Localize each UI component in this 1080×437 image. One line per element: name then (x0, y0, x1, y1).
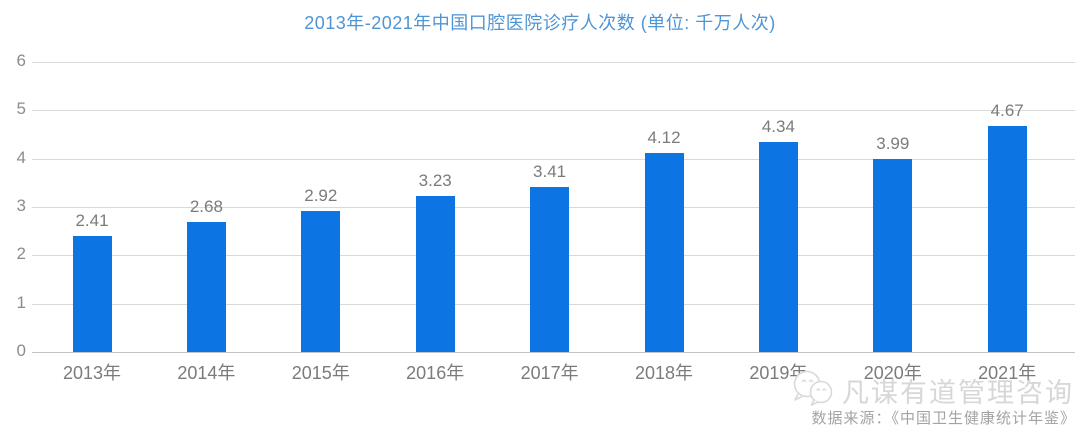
bar (72, 235, 112, 352)
bar-value-label: 2.68 (189, 197, 223, 217)
data-source-text: 数据来源：《中国卫生健康统计年鉴》 (811, 410, 1076, 427)
x-axis-tick-label: 2021年 (978, 363, 1037, 383)
bar-value-label: 4.34 (761, 117, 795, 137)
x-axis-tick-label: 2017年 (520, 363, 579, 383)
bar-value-label: 4.67 (990, 101, 1024, 121)
chart-title: 2013年-2021年中国口腔医院诊疗人次数 (单位: 千万人次) (304, 13, 776, 33)
x-axis-tick-label: 2020年 (863, 363, 922, 383)
y-axis-tick-label: 0 (16, 341, 26, 360)
gridline (32, 352, 1075, 353)
bar-value-label: 4.12 (647, 127, 681, 147)
watermark-text: 凡谋有道管理咨询 (842, 377, 1074, 408)
x-axis-tick-label: 2019年 (749, 363, 808, 383)
bar (987, 126, 1027, 352)
y-axis-tick-label: 5 (16, 99, 26, 119)
bar-value-label: 3.23 (418, 170, 452, 190)
bar (758, 142, 798, 352)
bar (873, 159, 913, 352)
bar-value-label: 2.41 (75, 210, 109, 230)
bar-value-label: 3.41 (533, 162, 567, 182)
y-axis-tick-label: 1 (16, 292, 26, 312)
x-axis-tick-label: 2016年 (406, 363, 465, 383)
bar-value-label: 2.92 (304, 185, 338, 205)
x-axis-tick-label: 2015年 (291, 363, 350, 383)
watermark: 凡谋有道管理咨询 (790, 369, 1074, 411)
x-axis-tick-label: 2013年 (62, 363, 122, 383)
y-axis-tick-label: 6 (16, 51, 26, 71)
bar (415, 195, 455, 352)
x-axis-tick-label: 2018年 (634, 363, 694, 383)
bar-value-label: 3.99 (876, 134, 910, 154)
y-axis-tick-label: 2 (16, 244, 26, 264)
bar (301, 210, 341, 352)
bar (186, 222, 226, 352)
x-axis-tick-label: 2014年 (177, 363, 236, 383)
gridline (32, 158, 1075, 160)
chat-bubbles-logo-icon (793, 370, 833, 406)
y-axis-tick-label: 4 (16, 147, 26, 167)
y-axis-tick-label: 3 (16, 196, 26, 215)
gridline (32, 62, 1075, 64)
bar (644, 152, 684, 352)
gridline (32, 110, 1075, 112)
bar (530, 187, 570, 352)
